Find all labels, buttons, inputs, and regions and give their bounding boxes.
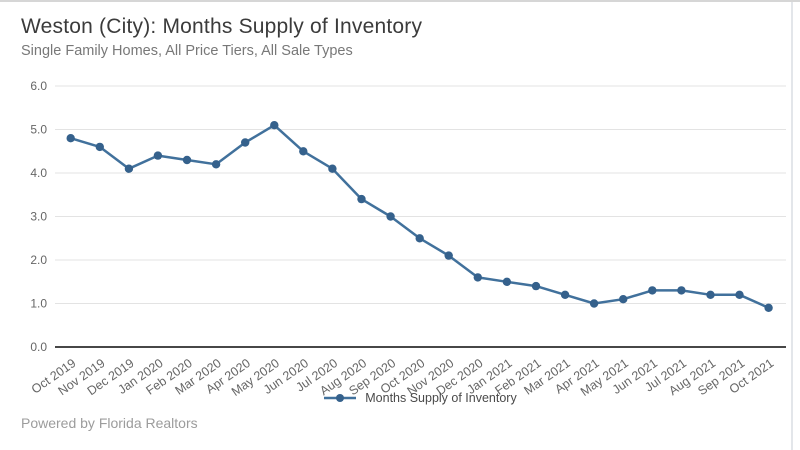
- legend-label: Months Supply of Inventory: [365, 391, 517, 405]
- data-point[interactable]: [124, 164, 134, 173]
- data-point[interactable]: [648, 286, 657, 295]
- y-tick-label: 6.0: [30, 79, 47, 93]
- data-point[interactable]: [299, 147, 308, 156]
- y-tick-label: 1.0: [30, 297, 47, 311]
- data-point[interactable]: [270, 121, 279, 130]
- data-point[interactable]: [328, 164, 337, 173]
- data-point[interactable]: [735, 290, 744, 299]
- data-point[interactable]: [241, 138, 250, 147]
- data-point[interactable]: [153, 151, 163, 160]
- right-edge-line: [791, 2, 793, 450]
- chart-header: Weston (City): Months Supply of Inventor…: [21, 15, 770, 59]
- y-tick-label: 5.0: [30, 123, 47, 137]
- data-point[interactable]: [444, 251, 453, 260]
- data-point[interactable]: [531, 281, 541, 291]
- y-tick-label: 2.0: [30, 253, 47, 267]
- data-point[interactable]: [706, 290, 715, 299]
- data-point[interactable]: [95, 142, 105, 152]
- data-point[interactable]: [386, 212, 395, 221]
- legend-marker-icon: [324, 394, 357, 402]
- y-tick-label: 3.0: [30, 210, 47, 224]
- chart-title: Weston (City): Months Supply of Inventor…: [21, 15, 423, 38]
- legend[interactable]: Months Supply of Inventory: [0, 391, 800, 405]
- data-point[interactable]: [502, 277, 512, 286]
- y-tick-label: 4.0: [30, 166, 47, 180]
- data-point[interactable]: [473, 273, 482, 282]
- data-point[interactable]: [677, 286, 686, 295]
- data-point[interactable]: [415, 234, 424, 243]
- powered-by-text: Powered by Florida Realtors: [21, 415, 198, 431]
- data-point[interactable]: [66, 134, 75, 143]
- data-point[interactable]: [357, 194, 366, 204]
- data-point[interactable]: [764, 303, 773, 312]
- data-point[interactable]: [182, 155, 192, 165]
- chart-subtitle: Single Family Homes, All Price Tiers, Al…: [21, 43, 353, 59]
- data-point[interactable]: [589, 299, 599, 308]
- data-point[interactable]: [560, 290, 570, 299]
- y-tick-label: 0.0: [30, 340, 47, 354]
- data-point[interactable]: [211, 160, 221, 169]
- data-point[interactable]: [619, 295, 628, 304]
